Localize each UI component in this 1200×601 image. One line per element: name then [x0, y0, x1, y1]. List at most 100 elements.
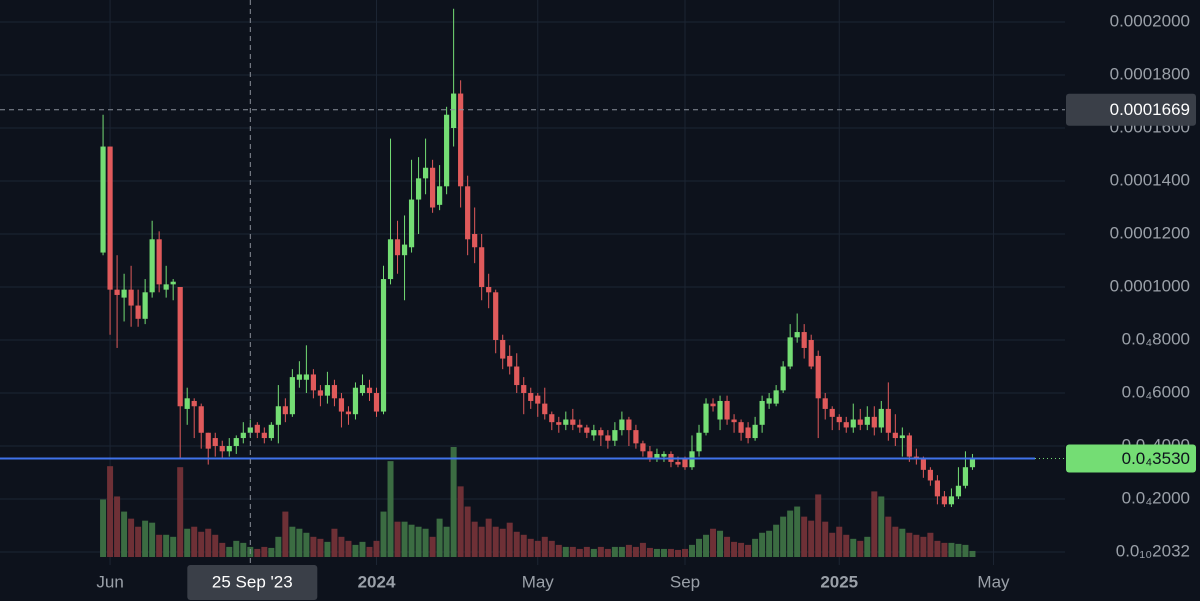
last-price-label: 0.0₄3530	[1122, 449, 1190, 468]
volume-bar	[850, 538, 857, 557]
volume-bar	[499, 528, 506, 557]
volume-bar	[583, 546, 590, 557]
candle-body	[724, 400, 730, 420]
volume-bar	[282, 511, 289, 557]
candle-body	[857, 419, 863, 425]
candle-body	[654, 453, 660, 460]
volume-bar	[415, 526, 422, 557]
candle-body	[205, 432, 211, 449]
x-tick-label: May	[977, 572, 1010, 591]
volume-bar	[436, 518, 443, 557]
volume-bar	[261, 546, 268, 557]
candle-body	[170, 281, 176, 285]
candle-body	[871, 416, 877, 428]
volume-bar	[829, 532, 836, 557]
candle-body	[479, 247, 485, 288]
candle-body	[948, 496, 955, 505]
candle-body	[268, 424, 274, 439]
volume-bar	[457, 486, 464, 557]
volume-bar	[801, 516, 808, 557]
volume-bar	[310, 536, 317, 557]
candle-body	[563, 419, 569, 425]
volume-bar	[303, 532, 310, 557]
volume-bar	[576, 548, 583, 557]
volume-bar	[752, 538, 759, 557]
volume-bar	[492, 526, 499, 557]
volume-bar	[660, 548, 667, 557]
volume-bar	[478, 526, 485, 557]
candle-body	[738, 422, 744, 433]
candle-body	[556, 422, 562, 425]
volume-bar	[100, 499, 107, 557]
volume-bar	[871, 491, 878, 557]
volume-bar	[815, 494, 822, 557]
volume-bar	[948, 542, 955, 557]
volume-bar	[632, 546, 639, 557]
candle-body	[198, 406, 204, 433]
volume-bar	[899, 528, 906, 557]
volume-bar	[674, 549, 681, 557]
volume-bar	[338, 536, 345, 557]
y-tick-label: 0.0001800	[1110, 64, 1190, 83]
candle-body	[703, 403, 709, 433]
volume-bar	[667, 548, 674, 557]
volume-bar	[597, 546, 604, 557]
candle-body	[640, 443, 646, 452]
candle-body	[927, 469, 933, 481]
x-tick-label: May	[522, 572, 555, 591]
candle-body	[759, 400, 765, 425]
volume-bar	[240, 542, 247, 557]
volume-bar	[233, 540, 240, 557]
candle-body	[801, 332, 807, 348]
candle-body	[878, 408, 884, 428]
volume-bar	[794, 506, 801, 557]
candle-body	[549, 414, 555, 423]
candle-body	[261, 432, 267, 439]
volume-bar	[520, 534, 527, 557]
volume-bar	[773, 524, 780, 557]
volume-bar	[920, 536, 927, 557]
y-tick-label: 0.0001000	[1110, 276, 1190, 295]
candle-body	[885, 408, 891, 433]
candle-body	[591, 430, 597, 436]
volume-bar	[219, 542, 226, 557]
candle-body	[191, 400, 197, 407]
volume-bar	[254, 548, 261, 557]
volume-bar	[345, 540, 352, 557]
candle-body	[429, 167, 436, 208]
volume-bar	[717, 530, 724, 557]
volume-bar	[198, 531, 205, 557]
volume-bar	[429, 536, 436, 557]
candle-body	[121, 289, 127, 298]
volume-bar	[317, 538, 324, 557]
volume-bar	[808, 520, 815, 557]
candle-body	[766, 398, 772, 404]
candle-body	[850, 419, 856, 428]
candle-body	[717, 400, 723, 420]
candle-body	[962, 467, 969, 486]
volume-bar	[135, 526, 142, 557]
candle-body	[331, 385, 338, 399]
volume-bar	[604, 548, 611, 557]
y-tick-label: 0.0002000	[1110, 11, 1190, 30]
volume-bar	[170, 536, 177, 557]
candle-body	[352, 387, 359, 415]
volume-bar	[625, 544, 632, 557]
crosshair-price-label: 0.0001669	[1110, 100, 1190, 119]
volume-bar	[142, 520, 149, 557]
volume-bar	[191, 526, 198, 557]
crosshair-date-label: 25 Sep '23	[212, 572, 293, 591]
candle-body	[458, 93, 464, 187]
candle-body	[289, 377, 295, 415]
candle-body	[296, 374, 302, 380]
candle-body	[906, 435, 912, 457]
volume-bar	[373, 540, 380, 557]
volume-bar	[401, 521, 408, 557]
volume-bar	[927, 532, 934, 557]
volume-bar	[324, 541, 331, 557]
volume-bar	[422, 528, 429, 557]
candle-body	[822, 398, 828, 409]
candle-body	[675, 461, 681, 465]
volume-bar	[681, 548, 688, 557]
volume-bar	[114, 496, 121, 557]
